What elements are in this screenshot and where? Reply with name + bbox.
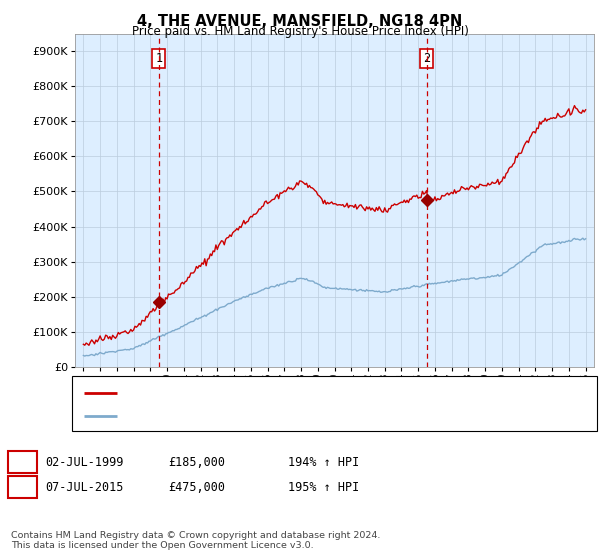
Text: 4, THE AVENUE, MANSFIELD, NG18 4PN (detached house): 4, THE AVENUE, MANSFIELD, NG18 4PN (deta…: [122, 388, 437, 398]
Text: HPI: Average price, detached house, Mansfield: HPI: Average price, detached house, Mans…: [122, 411, 377, 421]
Text: £475,000: £475,000: [168, 480, 225, 494]
Text: 194% ↑ HPI: 194% ↑ HPI: [288, 455, 359, 469]
Text: Contains HM Land Registry data © Crown copyright and database right 2024.
This d: Contains HM Land Registry data © Crown c…: [11, 531, 380, 550]
Text: 2: 2: [19, 480, 26, 494]
Text: £185,000: £185,000: [168, 455, 225, 469]
Text: 195% ↑ HPI: 195% ↑ HPI: [288, 480, 359, 494]
Text: 4, THE AVENUE, MANSFIELD, NG18 4PN: 4, THE AVENUE, MANSFIELD, NG18 4PN: [137, 14, 463, 29]
Text: 02-JUL-1999: 02-JUL-1999: [45, 455, 124, 469]
Text: 07-JUL-2015: 07-JUL-2015: [45, 480, 124, 494]
Text: 1: 1: [19, 455, 26, 469]
Text: Price paid vs. HM Land Registry's House Price Index (HPI): Price paid vs. HM Land Registry's House …: [131, 25, 469, 38]
Text: 1: 1: [155, 52, 162, 64]
Text: 2: 2: [423, 52, 430, 64]
